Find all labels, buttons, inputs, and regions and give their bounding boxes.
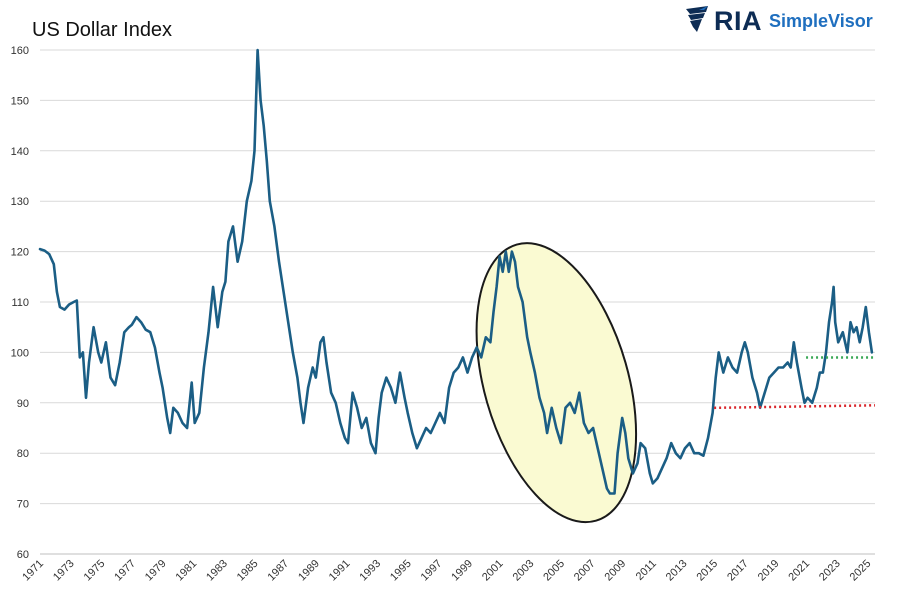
x-tick-label: 2023 [817, 558, 843, 584]
brand-name: RIA [714, 5, 762, 36]
eagle-icon [684, 5, 710, 38]
x-tick-label: 2009 [603, 558, 629, 584]
y-tick-label: 80 [17, 448, 29, 460]
grid-lines [40, 49, 875, 555]
y-tick-label: 90 [17, 398, 29, 410]
x-tick-label: 2001 [480, 558, 506, 584]
x-tick-label: 2017 [725, 558, 751, 584]
x-axis-ticks: 1971 1973 1975 1977 1979 1981 1983 1985 1987 1989… [20, 558, 873, 584]
x-tick-label: 2025 [848, 558, 874, 584]
series-layer [38, 48, 874, 495]
x-tick-label: 1991 [327, 558, 353, 584]
x-tick-label: 1985 [235, 558, 261, 584]
chart-title: US Dollar Index [32, 19, 173, 41]
x-tick-label: 1981 [174, 558, 200, 584]
x-tick-label: 2015 [694, 558, 720, 584]
x-tick-label: 2005 [541, 558, 567, 584]
x-tick-label: 2021 [786, 558, 812, 584]
y-tick-label: 110 [11, 297, 29, 309]
y-tick-label: 150 [11, 95, 29, 107]
x-tick-label: 1977 [112, 558, 138, 584]
highlight-ellipse [475, 242, 638, 524]
series-line-dollar-index [38, 48, 874, 495]
x-tick-label: 2007 [572, 558, 598, 584]
y-tick-label: 100 [11, 347, 29, 359]
y-axis-ticks: 60 70 80 90 100 110 120 130 140 150 160 [11, 45, 29, 561]
x-tick-label: 2013 [664, 558, 690, 584]
annotation-foreground [714, 356, 876, 410]
x-tick-label: 1999 [449, 558, 475, 584]
red-dotted-level [714, 404, 876, 410]
x-tick-label: 2011 [634, 558, 659, 583]
x-tick-label: 1997 [419, 558, 445, 584]
y-tick-label: 120 [11, 247, 29, 259]
x-tick-label: 1995 [388, 558, 414, 584]
annotation-background [475, 242, 638, 524]
y-tick-label: 130 [11, 196, 29, 208]
x-tick-label: 1979 [143, 558, 169, 584]
x-tick-label: 1983 [204, 558, 230, 584]
y-tick-label: 160 [11, 45, 29, 57]
y-tick-label: 70 [17, 499, 29, 511]
x-tick-label: 1987 [265, 558, 291, 584]
x-tick-label: 1975 [82, 558, 108, 584]
brand-logo: RIA SimpleVisor [684, 5, 873, 37]
x-tick-label: 2019 [756, 558, 782, 584]
y-tick-label: 140 [11, 146, 29, 158]
x-tick-label: 1989 [296, 558, 322, 584]
x-tick-label: 1993 [357, 558, 383, 584]
brand-product: SimpleVisor [769, 10, 873, 31]
x-tick-label: 2003 [511, 558, 537, 584]
x-tick-label: 1973 [51, 558, 77, 584]
x-tick-label: 1971 [20, 558, 46, 584]
y-tick-label: 60 [17, 549, 29, 561]
